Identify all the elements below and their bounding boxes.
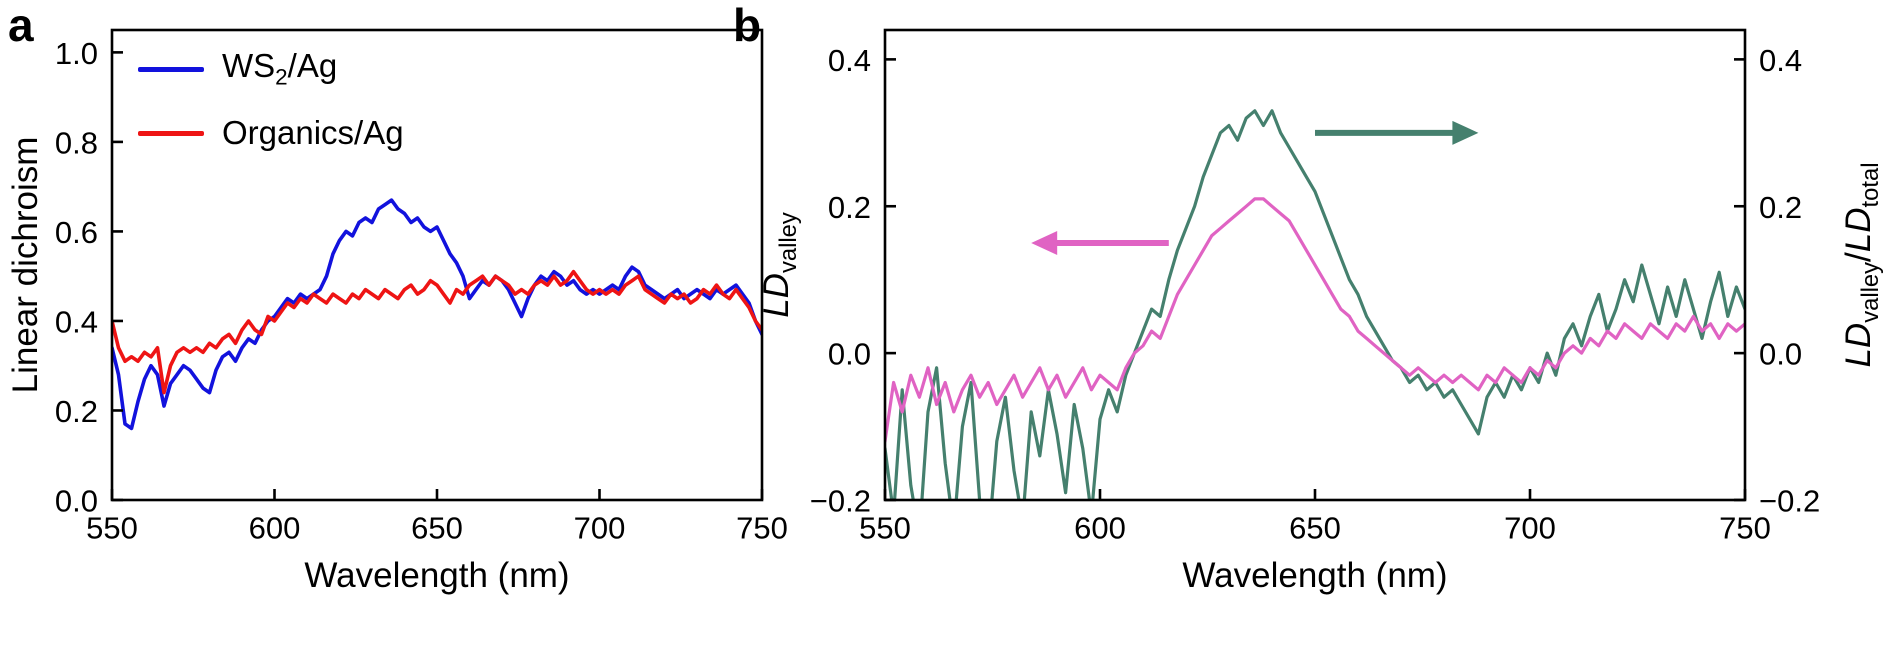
x-tick-label: 600 xyxy=(249,510,301,545)
y-tick-label-left: 0.0 xyxy=(828,337,871,372)
panel-b-ylabel-right-text: LDvalley/LDtotal xyxy=(1839,162,1884,368)
y-tick-label-left: 0.6 xyxy=(55,215,98,250)
y-tick-label-left: 0.8 xyxy=(55,125,98,160)
y-tick-label-right: −0.2 xyxy=(1759,484,1820,519)
panel-a-ylabel: Linear dichroism xyxy=(4,15,48,515)
panel-b-xlabel: Wavelength (nm) xyxy=(1182,556,1448,595)
legend-item-ws2-ag: WS2/Ag xyxy=(138,46,404,92)
legend-swatch-ws2-ag xyxy=(138,66,204,72)
series-ld-valley xyxy=(885,197,1745,443)
panel-a-xlabel: Wavelength (nm) xyxy=(304,556,570,595)
arrow-head-left-icon xyxy=(1031,230,1058,255)
y-tick-label-left: 0.2 xyxy=(828,190,871,225)
y-tick-label-left: 0.2 xyxy=(55,394,98,429)
panel-b-letter: b xyxy=(733,0,762,51)
y-tick-label-right: 0.0 xyxy=(1759,337,1802,372)
y-tick-label-left: −0.2 xyxy=(810,484,871,519)
x-tick-label: 700 xyxy=(574,510,626,545)
y-tick-label-left: 0.4 xyxy=(55,304,98,339)
legend-swatch-organics-ag xyxy=(138,130,204,136)
panel-b-ylabel-left-text: LDvalley xyxy=(757,212,802,318)
legend-item-organics-ag: Organics/Ag xyxy=(138,110,404,156)
legend-label-ws2-ag: WS2/Ag xyxy=(222,47,338,90)
panel-b-ylabel-left: LDvalley xyxy=(757,15,802,515)
y-tick-label-left: 0.4 xyxy=(828,43,871,78)
arrow-head-right-icon xyxy=(1452,120,1479,145)
x-tick-label: 550 xyxy=(859,510,911,545)
y-tick-label-left: 0.0 xyxy=(55,484,98,519)
series-ws2-ag xyxy=(112,198,762,431)
legend-label-organics-ag: Organics/Ag xyxy=(222,114,404,151)
panel-b-ylabel-right: LDvalley/LDtotal xyxy=(1839,15,1884,515)
x-tick-label: 750 xyxy=(736,510,788,545)
panel-a-plot: 550 600 650 700 750 0.0 0.2 0.4 0.6 0.8 1.0 xyxy=(55,28,788,545)
y-tick-label-left: 1.0 xyxy=(55,36,98,71)
x-tick-label: 650 xyxy=(411,510,463,545)
x-tick-label: 700 xyxy=(1504,510,1556,545)
panel-a-legend: WS2/Ag Organics/Ag xyxy=(138,46,404,156)
y-tick-label-right: 0.4 xyxy=(1759,43,1802,78)
x-tick-label: 650 xyxy=(1289,510,1341,545)
panel-a-ylabel-text: Linear dichroism xyxy=(6,136,45,394)
panel-b-plot: 550 600 650 700 750−0.2 −0.20.0 0.00.2 0.20.4 0.… xyxy=(810,28,1820,545)
series-organics-ag xyxy=(112,269,762,395)
series-ld-valley-ld-total xyxy=(885,109,1745,500)
panel-a-letter: a xyxy=(8,0,34,51)
y-tick-label-right: 0.2 xyxy=(1759,190,1802,225)
x-tick-label: 600 xyxy=(1074,510,1126,545)
x-tick-label: 750 xyxy=(1719,510,1771,545)
x-tick-label: 550 xyxy=(86,510,138,545)
